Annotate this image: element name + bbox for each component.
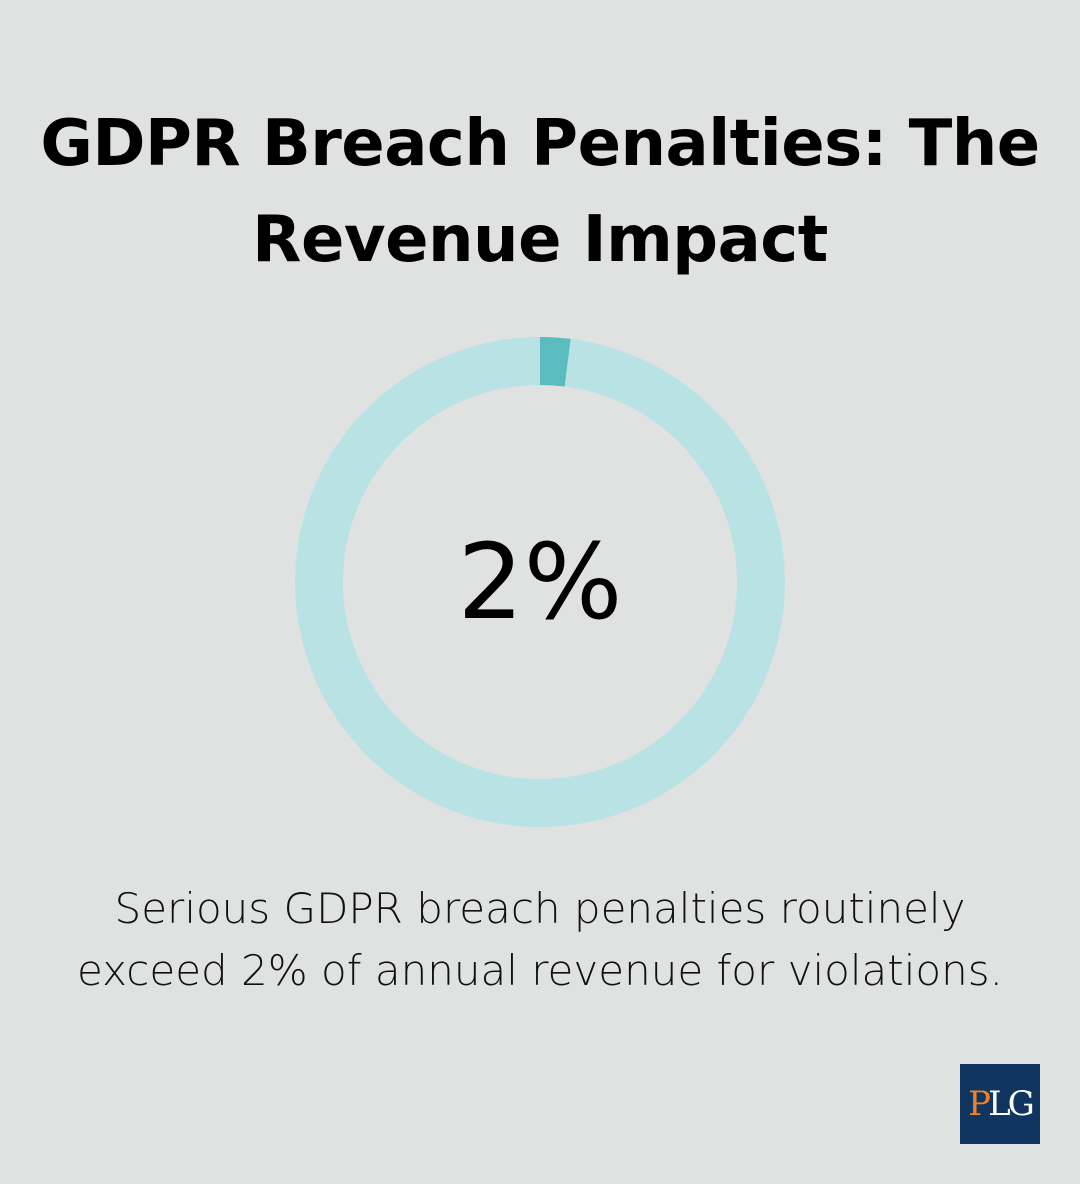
donut-svg <box>295 337 785 827</box>
donut-segment-penalty <box>295 337 785 827</box>
caption-line-1: Serious GDPR breach penalties routinely <box>114 884 966 933</box>
donut-chart: 2% <box>290 332 790 832</box>
caption: Serious GDPR breach penalties routinely … <box>0 878 1080 1002</box>
caption-line-2: exceed 2% of annual revenue for violatio… <box>77 946 1003 995</box>
center-value: 2% <box>457 521 623 643</box>
logo-letter-p: P <box>968 1084 991 1124</box>
logo-letter-l: L <box>988 1084 1011 1124</box>
chart-title: GDPR Breach Penalties: The Revenue Impac… <box>40 107 1040 277</box>
logo-letter-g: G <box>1007 1084 1035 1124</box>
